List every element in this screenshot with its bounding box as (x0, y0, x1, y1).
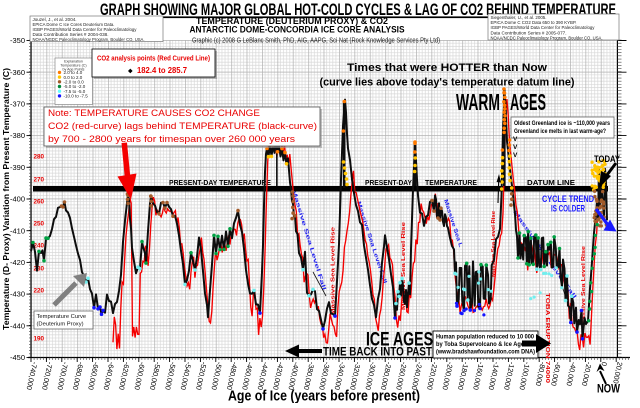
svg-text:CO2 (red-curve) lags behind: CO2 (red-curve) lags behind TEMPERATURE … (48, 121, 317, 131)
svg-text:V: V (513, 136, 518, 143)
svg-text:Siegenthaler, U., et al. 2005: Siegenthaler, U., et al. 2005. (491, 15, 547, 20)
svg-text:◆: ◆ (128, 69, 133, 75)
svg-text:NOW: NOW (597, 382, 621, 396)
svg-text:-420: -420 (10, 258, 25, 267)
svg-text:V: V (513, 152, 518, 159)
svg-text:Graphic (c) 2008 G LeBlanc Smi: Graphic (c) 2008 G LeBlanc Smith, PhD, A… (192, 38, 440, 45)
svg-text:Greenland ice melts in last wa: Greenland ice melts in last warm-age? (514, 129, 606, 135)
svg-text:CYCLE TREND: CYCLE TREND (542, 194, 594, 204)
svg-text:-10.0 to -7.5: -10.0 to -7.5 (64, 94, 89, 99)
svg-text:Temperature (C): Temperature (C) (60, 63, 86, 67)
svg-text:-390: -390 (10, 163, 25, 172)
svg-text:DATUM LINE: DATUM LINE (527, 178, 575, 187)
svg-text:by Age Points: by Age Points (63, 67, 85, 71)
svg-text:by Toba Supervolcano & Ice Age: by Toba Supervolcano & Ice Age (436, 342, 525, 348)
svg-text:Data Contribution Series # 200: Data Contribution Series # 2005-077. (491, 30, 567, 35)
svg-text:CO2 analysis points (Red Curve: CO2 analysis points (Red Curved Line) (97, 54, 211, 63)
svg-text:Note: TEMPERATURE CAUSES CO2: Note: TEMPERATURE CAUSES CO2 CHANGE (48, 108, 260, 118)
svg-text:-410: -410 (10, 226, 25, 235)
svg-text:Times that were HOTTER tha: Times that were HOTTER than Now (347, 62, 547, 74)
svg-text:(www.bradshawfoundation.com DN: (www.bradshawfoundation.com DNA) (436, 350, 535, 356)
svg-text:WARM: WARM (456, 89, 500, 115)
svg-text:ICE AGES: ICE AGES (366, 330, 433, 351)
svg-text:TEMPERATURE (DEUTERIUM PROXY): TEMPERATURE (DEUTERIUM PROXY) & CO2 (196, 16, 388, 26)
svg-text:Massive Sea Level Rise: Massive Sea Level Rise (331, 227, 337, 315)
svg-text:190: 190 (34, 335, 45, 342)
svg-text:Massive Sea Level Rise: Massive Sea Level Rise (581, 246, 587, 326)
svg-text:IGBP PAGES/World Data Center f: IGBP PAGES/World Data Center for Paleocl… (33, 27, 138, 32)
svg-text:260: 260 (34, 198, 45, 205)
svg-text:ANTARCTIC DOME-CONCORDIA ICE: ANTARCTIC DOME-CONCORDIA ICE CORE ANALYS… (190, 25, 405, 35)
svg-text:Human population reduced to 10: Human population reduced to 10 000 (436, 335, 535, 341)
svg-text:Temperature (D- Proxy) Variati: Temperature (D- Proxy) Variation from Pr… (2, 68, 11, 330)
svg-text:(Deuterium Proxy): (Deuterium Proxy) (37, 322, 84, 328)
svg-text:(curve lies above today's temp: (curve lies above today's temperature da… (320, 77, 575, 89)
svg-text:IS COLDER: IS COLDER (551, 204, 585, 214)
svg-text:250: 250 (34, 220, 45, 227)
svg-text:GRAPH SHOWING MAJOR GLOBAL HO: GRAPH SHOWING MAJOR GLOBAL HOT-COLD CYCL… (100, 0, 616, 19)
svg-text:PRESENT-DAY: PRESENT-DAY (365, 178, 412, 187)
svg-text:Data Contribution Series # 200: Data Contribution Series # 2004-038. (33, 32, 109, 37)
svg-text:-5.0 to -2.0: -5.0 to -2.0 (64, 84, 86, 89)
svg-text:-2.0 to 0.0: -2.0 to 0.0 (64, 80, 85, 85)
svg-text:NOAA/NGDC Paleoclimatology Pro: NOAA/NGDC Paleoclimatology Program, Boul… (33, 37, 145, 42)
svg-text:TOBA ERUPTION 74000: TOBA ERUPTION 74000 (544, 293, 550, 383)
svg-text:Temperature Curve: Temperature Curve (37, 314, 87, 320)
svg-text:Massive Sea Level Rise: Massive Sea Level Rise (491, 211, 497, 277)
svg-text:-450: -450 (10, 353, 25, 362)
svg-text:2.0 to 4.0: 2.0 to 4.0 (64, 70, 83, 75)
svg-text:240: 240 (34, 242, 45, 249)
svg-text:EPICA Dome C Ice Cores Deuteri: EPICA Dome C Ice Cores Deuterium Data. (33, 22, 115, 27)
svg-text:V: V (513, 144, 518, 151)
svg-text:TIME BACK INTO PAST: TIME BACK INTO PAST (323, 347, 432, 359)
svg-text:20,000: 20,000 (611, 361, 624, 384)
svg-text:Jouzel, J., et al. 2004.: Jouzel, J., et al. 2004. (33, 17, 77, 22)
svg-text:230: 230 (34, 265, 45, 272)
svg-text:182.4 to 285.7: 182.4 to 285.7 (137, 66, 188, 75)
svg-text:280: 280 (34, 153, 45, 160)
svg-text:Oldest Greenland ice is ~110,0: Oldest Greenland ice is ~110,000 years (514, 121, 611, 127)
svg-text:-380: -380 (10, 131, 25, 140)
svg-text:Explanation: Explanation (64, 60, 83, 64)
svg-text:-360: -360 (10, 68, 25, 77)
svg-text:PRESENT-DAY TEMPERATURE: PRESENT-DAY TEMPERATURE (169, 178, 271, 187)
svg-text:TODAY: TODAY (594, 154, 621, 165)
svg-text:Massive Sea Level Rise: Massive Sea Level Rise (401, 222, 407, 310)
svg-text:0: 0 (600, 361, 610, 367)
svg-text:-350: -350 (10, 36, 25, 45)
svg-text:NOAA/NCDC Paleoclimatology Pro: NOAA/NCDC Paleoclimatology Program, Boul… (491, 35, 603, 40)
svg-text:-440: -440 (10, 321, 25, 330)
svg-text:IGBP PAGES/World Data Center f: IGBP PAGES/World Data Center for Paleocl… (491, 25, 596, 30)
svg-text:AGES: AGES (510, 89, 546, 115)
svg-text:220: 220 (34, 287, 45, 294)
svg-text:by 700 - 2800 years for timesp: by 700 - 2800 years for timespan over 26… (48, 134, 296, 144)
svg-text:0.0 to 2.0: 0.0 to 2.0 (64, 75, 83, 80)
svg-text:270: 270 (34, 176, 45, 183)
svg-text:TEMPERATURE: TEMPERATURE (425, 178, 477, 187)
svg-text:EPICA Dome C CO2 Data 650 to 3: EPICA Dome C CO2 Data 650 to 390 KYBP. (491, 20, 577, 25)
svg-text:-430: -430 (10, 290, 25, 299)
svg-text:-370: -370 (10, 100, 25, 109)
svg-text:Age of Ice (years before prese: Age of Ice (years before present) (228, 389, 420, 404)
svg-text:-400: -400 (10, 195, 25, 204)
svg-text:-7.5 to -5.0: -7.5 to -5.0 (64, 89, 86, 94)
